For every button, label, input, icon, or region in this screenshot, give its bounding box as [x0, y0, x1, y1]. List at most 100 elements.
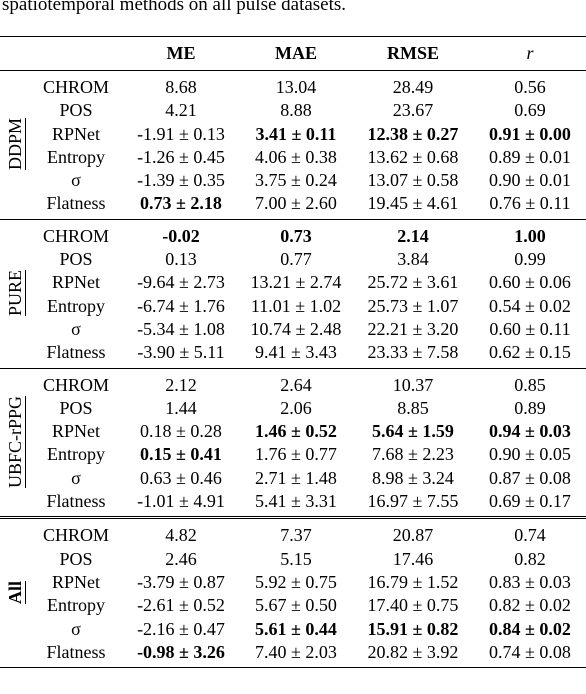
- group: DDPM CHROM 8.68 13.04 28.49 0.56 POS 4.21 8.88 23…: [0, 71, 586, 220]
- cell: 0.84 ± 0.02: [489, 618, 571, 639]
- cell: 0.15 ± 0.41: [140, 444, 222, 465]
- cell: 0.89: [514, 397, 546, 418]
- cell: 1.00: [514, 225, 546, 246]
- cell: 10.74 ± 2.48: [250, 318, 342, 339]
- cell: -1.39 ± 0.35: [137, 170, 225, 191]
- cell: 4.82: [165, 525, 197, 546]
- cell: 0.91 ± 0.00: [489, 123, 571, 144]
- group-label-cell: PURE: [0, 219, 30, 368]
- group-label: PURE: [5, 270, 25, 317]
- method-name: POS: [59, 100, 93, 121]
- method-name: σ: [71, 318, 81, 339]
- cell: 0.73 ± 2.18: [140, 193, 222, 214]
- cell: 2.12: [165, 374, 197, 395]
- row: Flatness -1.01 ± 4.91 5.41 ± 3.31 16.97 ± 7…: [0, 490, 586, 518]
- cell: 0.74 ± 0.08: [489, 641, 571, 662]
- row: UBFC-rPPG CHROM 2.12 2.64 10.37 0.85: [0, 368, 586, 488]
- cell: 5.64 ± 1.59: [372, 421, 454, 442]
- method-name: POS: [59, 397, 93, 418]
- cell: -6.74 ± 1.76: [137, 295, 225, 316]
- cell: 8.88: [280, 100, 312, 121]
- cell: 11.01 ± 1.02: [250, 295, 342, 316]
- cell: 0.63 ± 0.46: [140, 467, 222, 488]
- group-label-cell: DDPM: [0, 71, 30, 220]
- method-name: POS: [59, 548, 93, 569]
- cell: 7.00 ± 2.60: [255, 193, 337, 214]
- column-header: r: [526, 42, 534, 63]
- cell: 17.40 ± 0.75: [367, 595, 459, 616]
- group-label: DDPM: [5, 118, 25, 171]
- cell: 0.77: [280, 249, 312, 270]
- cell: 7.37: [280, 525, 312, 546]
- row: DDPM CHROM 8.68 13.04 28.49 0.56: [0, 71, 586, 170]
- cell: -0.02: [162, 225, 200, 246]
- cell: 5.15: [280, 548, 312, 569]
- method-name: Entropy: [47, 146, 105, 167]
- cell: 0.74: [514, 525, 546, 546]
- cell: 3.84: [397, 249, 429, 270]
- cell: 0.87 ± 0.08: [489, 467, 571, 488]
- cell: 1.46 ± 0.52: [255, 421, 337, 442]
- cell: 2.71 ± 1.48: [255, 467, 337, 488]
- cell: 23.33 ± 7.58: [367, 342, 459, 363]
- row: Entropy -6.74 ± 1.76 11.01 ± 1.02 25.73 ± 1…: [0, 295, 586, 318]
- method-name: CHROM: [42, 77, 109, 97]
- cell: 12.38 ± 0.27: [367, 123, 459, 144]
- row: PURE CHROM -0.02 0.73 2.14 1.00: [0, 219, 586, 316]
- row: Entropy -2.61 ± 0.52 5.67 ± 0.50 17.40 ± 0.…: [0, 594, 586, 617]
- cell: 20.82 ± 3.92: [367, 641, 459, 662]
- group-label-cell: UBFC-rPPG: [0, 368, 30, 518]
- cell: 4.06 ± 0.38: [255, 146, 337, 167]
- cell: 2.46: [165, 548, 197, 569]
- row: Flatness -3.90 ± 5.11 9.41 ± 3.43 23.33 ± 7…: [0, 341, 586, 368]
- method-name: Flatness: [46, 342, 106, 363]
- cell: 0.62 ± 0.15: [489, 342, 571, 363]
- method-name: Flatness: [46, 641, 106, 662]
- cell: 5.61 ± 0.44: [255, 618, 337, 639]
- cell: -1.91 ± 0.13: [137, 123, 225, 144]
- method-name: RPNet: [51, 421, 100, 442]
- cell: 13.62 ± 0.68: [367, 146, 459, 167]
- method-name: Flatness: [46, 491, 106, 512]
- column-header: MAE: [275, 42, 317, 63]
- cell: 5.67 ± 0.50: [255, 595, 337, 616]
- cell: 10.37: [392, 374, 434, 395]
- row: POS 4.21 8.88 23.67 0.69: [0, 99, 586, 122]
- cell: 0.76 ± 0.11: [489, 193, 571, 214]
- results-table: ME MAE RMSE r DDPM CHROM 8.68 13.04 28.49 0.56 PO…: [0, 36, 586, 668]
- row: RPNet -1.91 ± 0.13 3.41 ± 0.11 12.38 ± 0.27…: [0, 123, 586, 146]
- cell: 8.98 ± 3.24: [372, 467, 454, 488]
- method-name: POS: [59, 249, 93, 270]
- row: RPNet -3.79 ± 0.87 5.92 ± 0.75 16.79 ± 1.52…: [0, 571, 586, 594]
- cell: 2.14: [397, 225, 429, 246]
- cell: 13.21 ± 2.74: [250, 272, 342, 293]
- cell: -2.61 ± 0.52: [137, 595, 225, 616]
- cell: 13.04: [275, 77, 317, 97]
- cell: 0.56: [514, 77, 546, 97]
- cell: 0.89 ± 0.01: [489, 146, 571, 167]
- cell: 5.41 ± 3.31: [255, 491, 337, 512]
- cell: 0.13: [165, 249, 197, 270]
- group: UBFC-rPPG CHROM 2.12 2.64 10.37 0.85 POS 1.44 2.…: [0, 368, 586, 518]
- cell: 0.99: [514, 249, 546, 270]
- cell: 23.67: [392, 100, 434, 121]
- row: Flatness -0.98 ± 3.26 7.40 ± 2.03 20.82 ± 3…: [0, 641, 586, 668]
- cell: -0.98 ± 3.26: [137, 641, 225, 662]
- row: All CHROM 4.82 7.37 20.87 0.74: [0, 518, 586, 604]
- cell: 16.79 ± 1.52: [367, 571, 459, 592]
- method-name: Entropy: [47, 444, 105, 465]
- column-header: RMSE: [386, 42, 439, 63]
- method-name: σ: [71, 618, 81, 639]
- cell: 15.91 ± 0.82: [367, 618, 459, 639]
- cell: 0.82: [514, 548, 546, 569]
- cell: 17.46: [392, 548, 434, 569]
- method-name: Entropy: [47, 595, 105, 616]
- cell: 4.21: [165, 100, 197, 121]
- cell: 1.44: [165, 397, 197, 418]
- method-name: σ: [71, 170, 81, 191]
- cell: 7.40 ± 2.03: [255, 641, 337, 662]
- header-row: ME MAE RMSE r: [0, 36, 586, 71]
- cell: 19.45 ± 4.61: [367, 193, 459, 214]
- column-header: ME: [166, 42, 196, 63]
